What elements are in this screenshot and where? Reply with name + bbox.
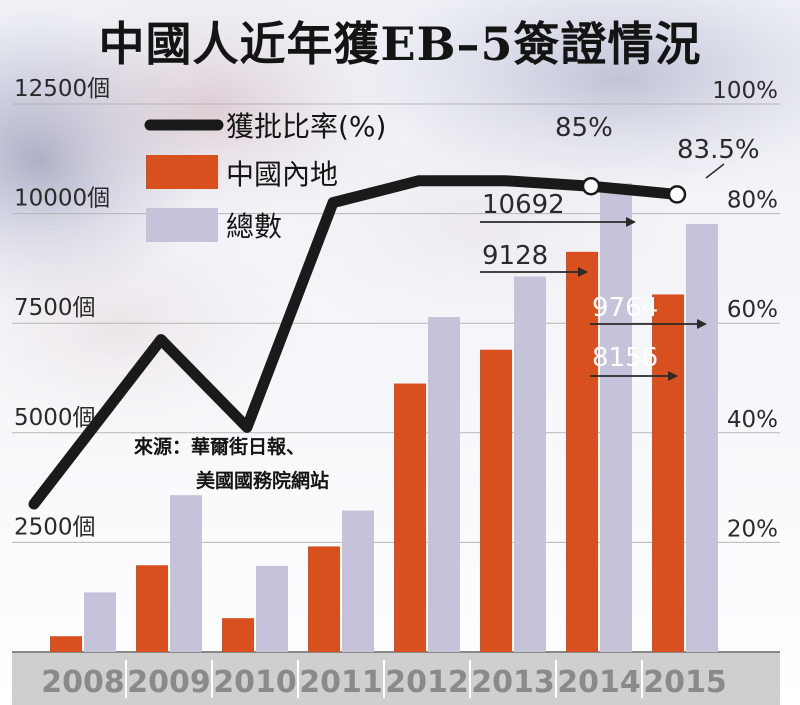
year-band xyxy=(12,653,780,705)
right-tick-label: 100% xyxy=(712,78,778,104)
left-tick-label: 7500個 xyxy=(14,295,96,321)
x-tick-label-2011: 2011 xyxy=(299,665,383,700)
left-tick-label: 5000個 xyxy=(14,405,96,431)
x-tick-label-2013: 2013 xyxy=(471,665,555,700)
bar-total-2009 xyxy=(170,495,202,652)
right-tick-label: 40% xyxy=(727,407,778,433)
annotation-mainland-2015: 8156 xyxy=(592,343,658,373)
left-tick-label: 2500個 xyxy=(14,514,96,540)
legend-label-mainland: 中國內地 xyxy=(226,158,338,191)
annotation-mainland-2015-arrow-head xyxy=(668,371,678,381)
annotation-total-2014-arrow-head xyxy=(626,217,636,227)
right-tick-label: 60% xyxy=(727,297,778,323)
bar-total-2012 xyxy=(428,317,460,652)
bar-total-2015 xyxy=(686,223,718,653)
bar-mainland-2008 xyxy=(50,636,82,652)
right-tick-label: 20% xyxy=(727,516,778,542)
rate-marker-2015 xyxy=(667,185,687,204)
bar-mainland-2011 xyxy=(308,546,340,652)
bar-total-2013 xyxy=(514,276,546,652)
x-tick-label-2008: 2008 xyxy=(41,665,125,700)
bar-mainland-2009 xyxy=(136,565,168,652)
x-tick-label-2009: 2009 xyxy=(127,665,211,700)
bar-mainland-2013 xyxy=(480,349,512,652)
annotation-mainland-2014-arrow-head xyxy=(578,267,588,277)
source-line-2: 美國國務院網站 xyxy=(196,470,330,492)
bar-total-2008 xyxy=(84,592,116,652)
right-tick-label: 80% xyxy=(727,188,778,214)
x-tick-label-2012: 2012 xyxy=(385,665,469,700)
x-tick-label-2015: 2015 xyxy=(643,665,727,700)
legend-swatch-total xyxy=(146,208,218,242)
bar-mainland-2014 xyxy=(566,251,598,652)
bar-mainland-2015 xyxy=(652,294,684,652)
x-tick-label-2014: 2014 xyxy=(557,665,641,700)
annotation-rate-2014: 85% xyxy=(555,113,613,143)
rate-line xyxy=(28,175,683,510)
annotation-total-2014: 10692 xyxy=(482,190,565,220)
bar-total-2014 xyxy=(600,183,632,652)
rate-marker-2014 xyxy=(581,176,601,196)
left-tick-label: 12500個 xyxy=(14,76,110,102)
bar-total-2011 xyxy=(342,510,374,652)
bar-total-2010 xyxy=(256,565,288,652)
annotation-total-2015: 9764 xyxy=(592,293,658,323)
bar-mainland-2012 xyxy=(394,383,426,652)
chart-title: 中國人近年獲EB–5簽證情況 xyxy=(98,17,702,71)
annotation-mainland-2014: 9128 xyxy=(482,241,548,271)
annotation-rate-2015: 83.5% xyxy=(677,135,760,165)
x-tick-label-2010: 2010 xyxy=(213,665,297,700)
source-line-1: 來源：華爾街日報、 xyxy=(134,436,306,458)
legend-swatch-mainland xyxy=(146,155,218,189)
annotation-total-2015-arrow-head xyxy=(697,319,707,329)
legend-label-total: 總數 xyxy=(226,210,282,243)
left-tick-label: 10000個 xyxy=(14,186,110,212)
bar-mainland-2010 xyxy=(222,618,254,652)
annotation-rate-2015-pointer xyxy=(705,163,725,179)
legend-label-rate: 獲批比率(%) xyxy=(226,110,386,143)
